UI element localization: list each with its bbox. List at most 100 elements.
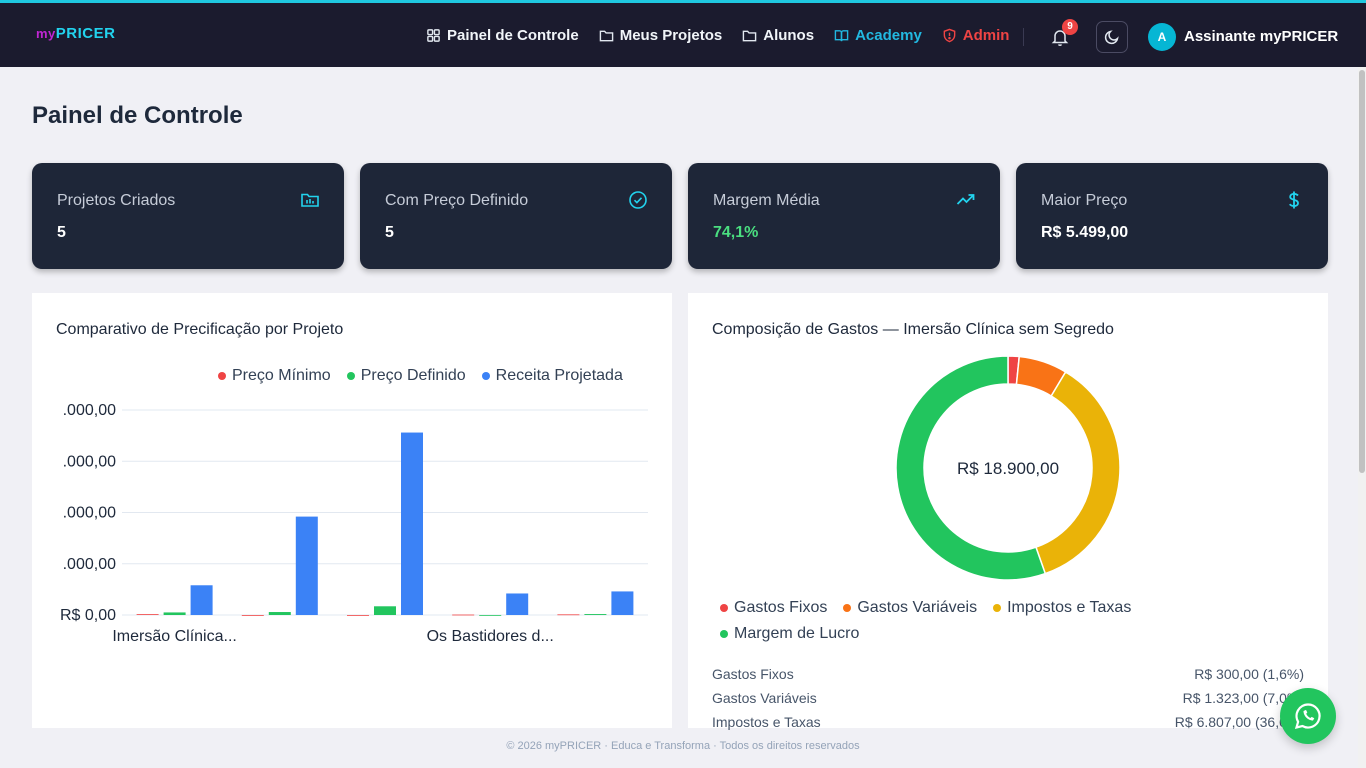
grid-icon — [427, 28, 440, 42]
stat-label: Projetos Criados — [57, 192, 176, 209]
theme-toggle-button[interactable] — [1096, 21, 1128, 53]
breakdown-label: Gastos Fixos — [712, 666, 794, 682]
legend-item[interactable]: Preço Mínimo — [218, 367, 331, 385]
legend-label: Receita Projetada — [495, 367, 623, 384]
moon-icon — [1104, 30, 1119, 45]
nav-item-admin[interactable]: Admin — [942, 26, 1010, 44]
bar — [136, 614, 159, 615]
breakdown-row: Gastos Fixos R$ 300,00 (1,6%) — [712, 666, 1304, 690]
scrollbar-thumb[interactable] — [1359, 70, 1365, 473]
bar-chart-legend: Preço Mínimo Preço Definido Receita Proj… — [218, 367, 623, 385]
main-nav: Painel de Controle Meus Projetos Alunos … — [426, 22, 1029, 48]
donut-chart-panel: Composição de Gastos — Imersão Clínica s… — [688, 293, 1328, 730]
legend-item[interactable]: Impostos e Taxas — [993, 599, 1131, 617]
whatsapp-button[interactable] — [1280, 688, 1336, 744]
stat-card-projetos: Projetos Criados 5 — [32, 163, 344, 269]
trending-up-icon — [956, 194, 975, 205]
stat-label: Com Preço Definido — [385, 192, 529, 209]
y-tick-label: .000,00 — [63, 556, 116, 573]
panel-title: Comparativo de Precificação por Projeto — [56, 321, 344, 338]
folder-chart-icon — [301, 193, 319, 207]
stat-label: Margem Média — [713, 192, 820, 209]
stat-value: 74,1% — [713, 224, 759, 241]
stat-card-margem: Margem Média 74,1% — [688, 163, 1000, 269]
breakdown-value: R$ 300,00 (1,6%) — [1194, 666, 1304, 682]
bar-chart: .000,00 .000,00 .000,00 .000,00 R$ 0,00 Imers… — [60, 402, 648, 645]
legend-item[interactable]: Receita Projetada — [481, 367, 623, 385]
nav-item-alunos[interactable]: Alunos — [742, 27, 814, 44]
nav-item-academy[interactable]: Academy — [834, 27, 922, 44]
y-tick-label: R$ 0,00 — [60, 607, 116, 624]
bar — [347, 615, 369, 616]
stat-value: 5 — [57, 224, 66, 241]
x-tick-label: Os Bastidores d... — [427, 628, 554, 645]
top-navbar: myPRICER Painel de Controle Meus Projeto… — [0, 0, 1366, 67]
brand-prefix: my — [36, 26, 56, 41]
legend-dot — [720, 604, 728, 612]
stat-label: Maior Preço — [1041, 192, 1128, 209]
legend-dot — [481, 372, 490, 380]
notification-badge: 9 — [1062, 19, 1078, 35]
stat-value: 5 — [385, 224, 394, 241]
book-icon — [834, 29, 849, 41]
stat-card-maior-preco: Maior Preço R$ 5.499,00 — [1016, 163, 1328, 269]
bar — [163, 612, 186, 615]
brand-logo[interactable]: myPRICER — [36, 25, 115, 42]
nav-label: Alunos — [763, 26, 815, 44]
panel-title: Composição de Gastos — Imersão Clínica s… — [712, 321, 1114, 338]
donut-slice — [895, 355, 1047, 581]
bar — [506, 593, 529, 615]
legend-dot — [218, 372, 226, 380]
breakdown-label: Gastos Variáveis — [712, 690, 817, 706]
folder-icon — [742, 30, 757, 41]
legend-item[interactable]: Margem de Lucro — [720, 625, 859, 643]
stat-card-preco-definido: Com Preço Definido 5 — [360, 163, 672, 269]
bar — [295, 516, 318, 615]
brand-name: PRICER — [55, 25, 116, 42]
y-tick-label: .000,00 — [63, 505, 116, 522]
legend-dot — [720, 630, 728, 638]
legend-item[interactable]: Preço Definido — [346, 367, 466, 385]
bar — [268, 612, 291, 615]
legend-dot — [993, 604, 1002, 612]
nav-label: Academy — [855, 26, 922, 44]
legend-label: Preço Mínimo — [232, 367, 331, 384]
bar — [374, 606, 396, 615]
bar — [584, 614, 607, 615]
y-tick-label: .000,00 — [63, 402, 116, 419]
bar — [401, 432, 423, 615]
breakdown-value: R$ 6.807,00 (36,0%) — [1174, 714, 1304, 730]
whatsapp-icon — [1294, 703, 1321, 730]
bar — [452, 614, 475, 616]
nav-label: Painel de Controle — [447, 26, 579, 44]
page-title: Painel de Controle — [32, 102, 243, 129]
bar — [557, 614, 580, 616]
shield-icon — [943, 28, 956, 42]
legend-label: Preço Definido — [360, 367, 466, 384]
dollar-icon — [1289, 191, 1299, 209]
folder-icon — [599, 30, 613, 41]
legend-label: Gastos Variáveis — [857, 599, 978, 616]
bar — [479, 615, 502, 616]
avatar[interactable]: A — [1148, 23, 1176, 51]
legend-dot — [346, 372, 355, 380]
footer-text: © 2026 myPRICER · Educa e Transforma · T… — [506, 740, 860, 752]
bar — [611, 591, 634, 615]
legend-label: Impostos e Taxas — [1007, 599, 1132, 616]
nav-label: Admin — [962, 26, 1010, 44]
breakdown-row: Gastos Variáveis R$ 1.323,00 (7,0%) — [712, 690, 1304, 714]
donut-center-label: R$ 18.900,00 — [957, 459, 1059, 478]
donut-chart-legend: Gastos Fixos Gastos Variáveis Impostos e… — [720, 599, 1280, 643]
legend-item[interactable]: Gastos Fixos — [720, 599, 827, 617]
breakdown-label: Impostos e Taxas — [712, 714, 821, 730]
nav-item-painel[interactable]: Painel de Controle — [426, 27, 579, 44]
legend-item[interactable]: Gastos Variáveis — [843, 599, 977, 617]
y-tick-label: .000,00 — [63, 453, 116, 470]
nav-label: Meus Projetos — [619, 26, 723, 44]
nav-item-projetos[interactable]: Meus Projetos — [599, 26, 723, 44]
x-tick-label: Imersão Clínica... — [112, 628, 236, 645]
user-name[interactable]: Assinante myPRICER — [1184, 28, 1339, 45]
legend-label: Gastos Fixos — [734, 599, 828, 616]
donut-chart: R$ 18.900,00 — [895, 355, 1121, 581]
breakdown-value: R$ 1.323,00 (7,0%) — [1182, 690, 1304, 706]
